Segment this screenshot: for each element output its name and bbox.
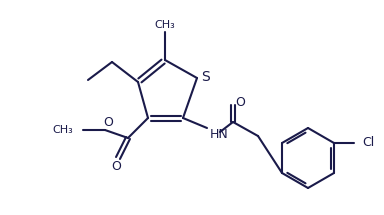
Text: O: O [111,160,121,172]
Text: CH₃: CH₃ [155,20,175,30]
Text: CH₃: CH₃ [52,125,73,135]
Text: HN: HN [210,127,229,140]
Text: O: O [103,117,113,129]
Text: Cl: Cl [362,137,374,149]
Text: S: S [202,70,210,84]
Text: O: O [235,97,245,109]
